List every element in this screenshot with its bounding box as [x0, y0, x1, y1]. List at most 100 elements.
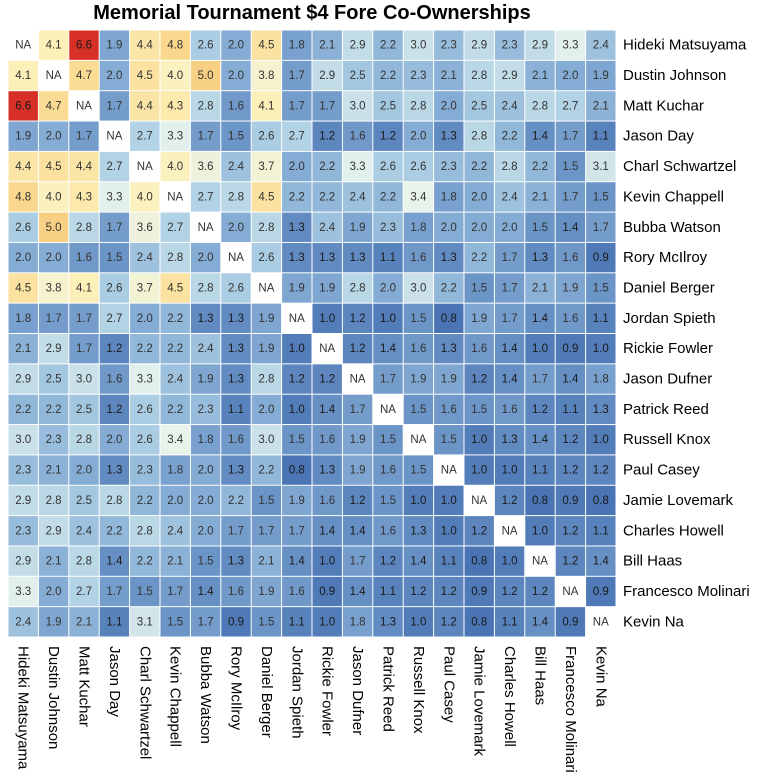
cell-value-label: 2.0: [15, 252, 31, 264]
heatmap-cell: [342, 242, 373, 273]
cell-value-label: 1.2: [532, 404, 548, 416]
cell-value-label: 3.6: [198, 161, 214, 173]
heatmap-cell: [130, 455, 160, 485]
row-label: Hideki Matsuyama: [623, 37, 747, 54]
heatmap-cell: [373, 182, 403, 212]
cell-value-label: 2.7: [106, 313, 122, 325]
heatmap-cell: [221, 516, 251, 546]
cell-value-label: 2.1: [167, 556, 183, 568]
heatmap-cell: [99, 60, 130, 91]
column-label: Kevin Chappell: [167, 646, 184, 747]
cell-value-label: 1.7: [228, 525, 244, 537]
heatmap-cell: [403, 182, 434, 212]
heatmap-cell: [494, 516, 525, 546]
heatmap-cell: [282, 60, 312, 91]
heatmap-cell: [494, 242, 525, 273]
chart-title: Memorial Tournament $4 Fore Co-Ownership…: [93, 2, 530, 24]
cell-value-label: 1.7: [106, 222, 122, 234]
cell-value-label: 3.0: [350, 100, 366, 112]
heatmap-cell: [8, 212, 38, 242]
row-label: Jason Dufner: [623, 371, 712, 388]
heatmap-cell: [251, 576, 282, 607]
row-label: Rickie Fowler: [623, 340, 713, 357]
column-label: Francesco Molinari: [562, 646, 579, 773]
cell-value-label: 1.3: [289, 252, 305, 264]
heatmap-cell: [494, 607, 525, 637]
heatmap-cell: [555, 576, 586, 607]
heatmap-cell: [282, 394, 312, 425]
row-label: Francesco Molinari: [623, 583, 750, 600]
row-label: Kevin Na: [623, 613, 685, 630]
heatmap-cell: [221, 607, 251, 637]
cell-value-label: 2.7: [198, 191, 214, 203]
cell-value-label: 1.4: [502, 374, 519, 386]
heatmap-cell: [8, 30, 38, 60]
heatmap-cell: [586, 182, 616, 212]
cell-value-label: 1.9: [562, 282, 578, 294]
cell-value-label: 1.4: [106, 556, 123, 568]
cell-value-label: 2.2: [380, 191, 396, 203]
cell-value-label: 1.3: [319, 252, 335, 264]
cell-value-label: 5.0: [198, 70, 214, 82]
cell-value-label: 2.1: [441, 70, 457, 82]
cell-value-label: 1.5: [198, 556, 214, 568]
cell-value-label: 2.2: [46, 404, 62, 416]
heatmap-cell: [160, 273, 190, 303]
heatmap-cell: [312, 273, 342, 303]
cell-value-label: 1.6: [289, 586, 305, 598]
cell-value-label: 2.2: [289, 191, 305, 203]
heatmap-cell: [555, 394, 586, 425]
heatmap-cell: [403, 303, 434, 333]
cell-value-label: 2.0: [106, 70, 122, 82]
heatmap-cell: [69, 303, 99, 333]
heatmap-cell: [373, 303, 403, 333]
heatmap-cell: [8, 485, 38, 516]
cell-value-label: 0.8: [471, 556, 487, 568]
cell-value-label: 2.0: [562, 70, 578, 82]
heatmap-cell: [494, 455, 525, 485]
heatmap-cell: [130, 303, 160, 333]
cell-value-label: 2.8: [410, 100, 426, 112]
cell-value-label: 1.2: [106, 404, 122, 416]
column-label: Kevin Na: [592, 646, 609, 708]
cell-value-label: 2.4: [198, 343, 215, 355]
cell-value-label: 1.0: [441, 525, 457, 537]
cell-value-label: 2.8: [198, 282, 214, 294]
cell-value-label: 1.1: [228, 404, 244, 416]
cell-value-label: 1.0: [593, 343, 609, 355]
cell-value-label: 1.6: [350, 131, 366, 143]
heatmap-cell: [586, 607, 616, 637]
cell-value-label: 2.3: [441, 40, 457, 52]
cell-value-label: 1.3: [593, 404, 609, 416]
heatmap-cell: [312, 212, 342, 242]
cell-value-label: 2.9: [502, 70, 518, 82]
heatmap-cell: [251, 334, 282, 364]
cell-value-label: 3.3: [106, 191, 122, 203]
cell-value-label: 3.0: [15, 434, 31, 446]
cell-value-label: 1.8: [167, 465, 183, 477]
heatmap-cell: [525, 242, 555, 273]
cell-value-label: 1.5: [410, 465, 426, 477]
cell-value-label: 2.9: [46, 343, 62, 355]
heatmap-cell: [160, 30, 190, 60]
heatmap-cell: [525, 485, 555, 516]
cell-value-label: NA: [319, 343, 335, 355]
heatmap-cell: [8, 182, 38, 212]
cell-value-label: 1.3: [441, 343, 457, 355]
cell-value-label: 1.7: [350, 404, 366, 416]
heatmap-cell: [99, 334, 130, 364]
heatmap-cell: [190, 91, 221, 121]
cell-value-label: 4.8: [15, 191, 31, 203]
heatmap-cell: [434, 30, 464, 60]
cell-value-label: 1.3: [532, 252, 548, 264]
heatmap-cell: [221, 60, 251, 91]
heatmap-cell: [525, 273, 555, 303]
cell-value-label: 1.3: [410, 525, 426, 537]
heatmap-cell: [464, 334, 494, 364]
cell-value-label: 1.7: [289, 100, 305, 112]
cell-value-label: 1.4: [410, 556, 427, 568]
heatmap-cell: [464, 30, 494, 60]
cell-value-label: 1.8: [289, 40, 305, 52]
cell-value-label: 1.7: [593, 222, 609, 234]
